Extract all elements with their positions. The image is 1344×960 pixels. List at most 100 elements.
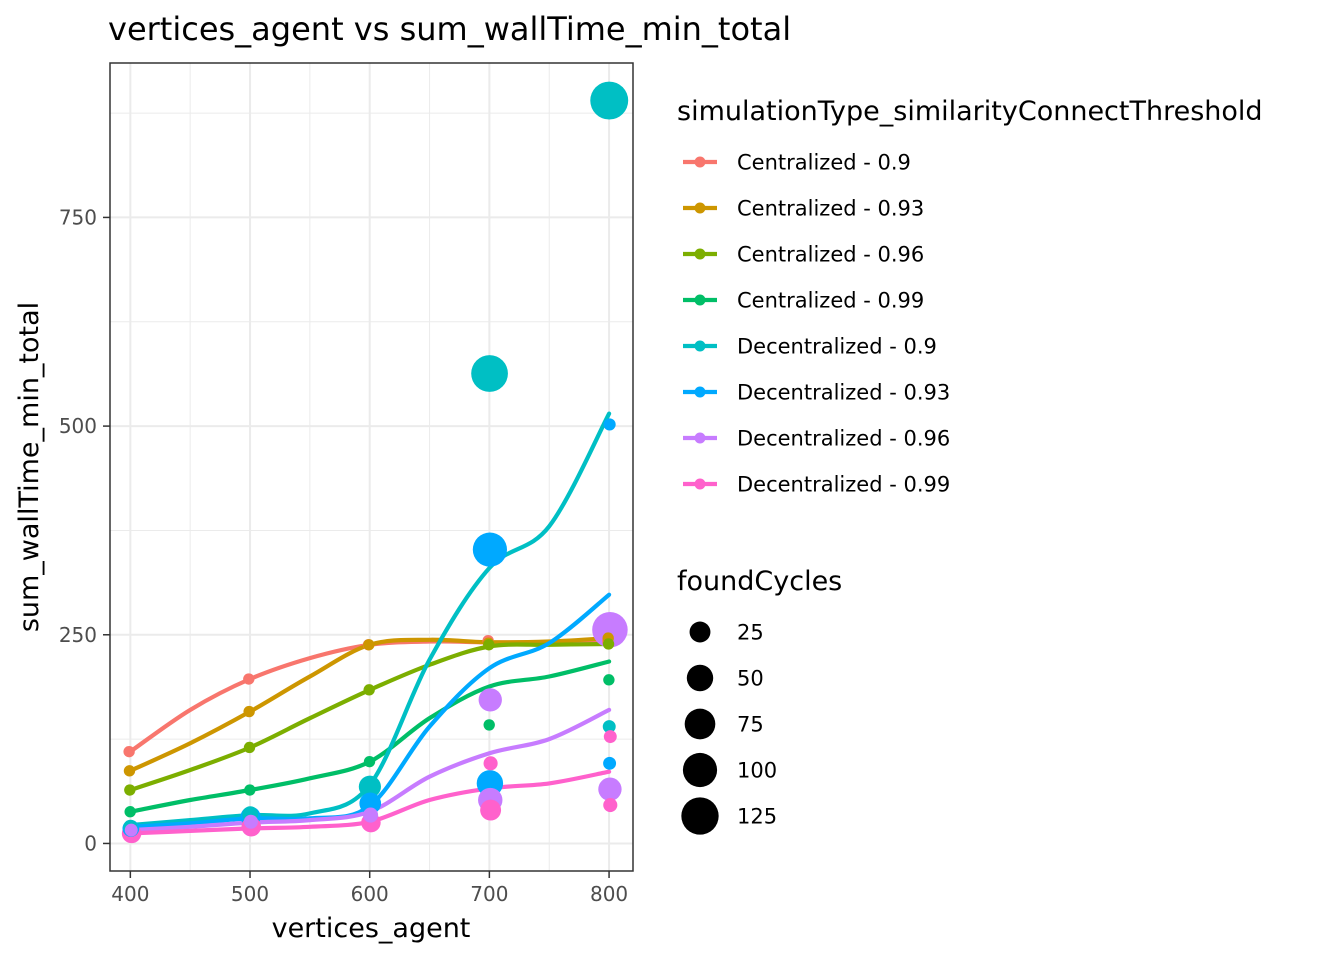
smooth-line-series-1 (128, 636, 612, 773)
legend-point-swatch (694, 386, 706, 398)
data-points (121, 81, 629, 844)
color-legend-label: Decentralized - 0.9 (737, 335, 937, 359)
data-point (603, 730, 617, 744)
data-point (123, 765, 136, 777)
data-point (471, 355, 508, 392)
y-tick-label: 0 (84, 831, 97, 855)
size-legend-label: 50 (737, 667, 764, 691)
data-point (602, 638, 615, 650)
data-point (358, 775, 381, 798)
color-legend-item: Decentralized - 0.9 (683, 335, 937, 359)
smooth-lines (128, 411, 612, 836)
legend-point-swatch (694, 478, 706, 490)
color-legend-label: Decentralized - 0.99 (737, 473, 950, 497)
x-tick-label: 500 (231, 882, 269, 906)
data-point (598, 777, 622, 801)
color-legend-label: Centralized - 0.9 (737, 151, 911, 175)
data-point (483, 639, 495, 651)
color-legend-label: Centralized - 0.96 (737, 243, 924, 267)
size-legend-label: 100 (737, 759, 777, 783)
size-legend-item: 125 (681, 797, 777, 835)
color-legend-item: Decentralized - 0.93 (683, 381, 950, 405)
color-legend-label: Centralized - 0.99 (737, 289, 924, 313)
panel-border (109, 62, 634, 872)
size-legend-swatch (682, 752, 718, 788)
smooth-line-series-5 (128, 592, 612, 829)
grid-major (110, 63, 633, 871)
x-axis-title: vertices_agent (272, 913, 471, 944)
size-legend-item: 100 (682, 752, 777, 788)
x-tick-label: 400 (111, 882, 149, 906)
data-point (123, 745, 135, 758)
grid-minor (110, 63, 633, 871)
size-legend-item: 75 (684, 708, 764, 740)
data-point (603, 798, 618, 813)
size-legend-item: 50 (686, 664, 764, 692)
smooth-line-series-4 (128, 411, 612, 828)
data-point (243, 814, 258, 829)
y-tick-label: 750 (59, 205, 97, 229)
data-point (363, 755, 376, 768)
legend-point-swatch (694, 340, 706, 352)
color-legend-item: Decentralized - 0.96 (683, 427, 950, 451)
data-point (243, 705, 255, 718)
color-legend-item: Centralized - 0.96 (683, 243, 924, 267)
plot-panel (109, 62, 634, 872)
color-legend-item: Decentralized - 0.99 (683, 473, 950, 497)
color-legend-item: Centralized - 0.99 (683, 289, 924, 313)
size-legend-label: 25 (737, 621, 764, 645)
size-legend-swatch (686, 664, 714, 692)
panel-background (110, 63, 633, 871)
size-legend-swatch (684, 708, 716, 740)
x-tick-label: 700 (470, 882, 508, 906)
data-point (243, 673, 255, 685)
x-tick-label: 600 (351, 882, 389, 906)
size-legend-item: 25 (689, 621, 764, 645)
data-point (124, 823, 138, 837)
size-legend-swatch (681, 797, 719, 835)
size-legend-swatch (689, 621, 711, 643)
legend-point-swatch (694, 432, 706, 444)
size-legend-items: 25 50 75 100 125 (681, 621, 777, 835)
legend-point-swatch (694, 156, 706, 168)
data-point (603, 674, 615, 686)
legend-point-swatch (694, 294, 706, 306)
y-tick-label: 250 (59, 623, 97, 647)
data-point (244, 784, 256, 796)
data-point (124, 784, 136, 796)
color-legend-label: Centralized - 0.93 (737, 197, 924, 221)
data-point (483, 719, 495, 731)
size-legend-label: 125 (737, 805, 777, 829)
color-legend: simulationType_similarityConnectThreshol… (677, 96, 1263, 497)
y-tick-label: 500 (59, 414, 97, 438)
color-legend-label: Decentralized - 0.96 (737, 427, 950, 451)
data-point (478, 688, 502, 712)
size-legend: foundCycles 25 50 75 100 125 (677, 566, 842, 835)
data-point (592, 612, 628, 648)
size-legend-label: 75 (737, 713, 764, 737)
x-tick-label: 800 (590, 882, 628, 906)
data-point (359, 792, 382, 815)
size-legend-title: foundCycles (677, 566, 842, 597)
data-point (243, 741, 256, 754)
data-point (602, 720, 616, 734)
legend-point-swatch (694, 248, 706, 260)
color-legend-items: Centralized - 0.9 Centralized - 0.93 Centr… (683, 151, 950, 497)
data-point (483, 756, 498, 771)
data-point (124, 806, 136, 818)
x-axis: 400 500 600 700 800 (111, 871, 628, 906)
y-axis-title: sum_wallTime_min_total (14, 302, 45, 632)
data-point (363, 684, 375, 696)
legend-point-swatch (694, 202, 706, 214)
data-point (472, 532, 508, 567)
color-legend-item: Centralized - 0.9 (683, 151, 911, 175)
data-point (603, 756, 617, 770)
data-point (363, 639, 375, 651)
data-point (603, 418, 616, 431)
data-point (363, 807, 379, 823)
data-point (480, 799, 502, 821)
chart-title: vertices_agent vs sum_wallTime_min_total (108, 10, 791, 48)
color-legend-label: Decentralized - 0.93 (737, 381, 950, 405)
y-axis: 0 250 500 750 (59, 205, 110, 855)
